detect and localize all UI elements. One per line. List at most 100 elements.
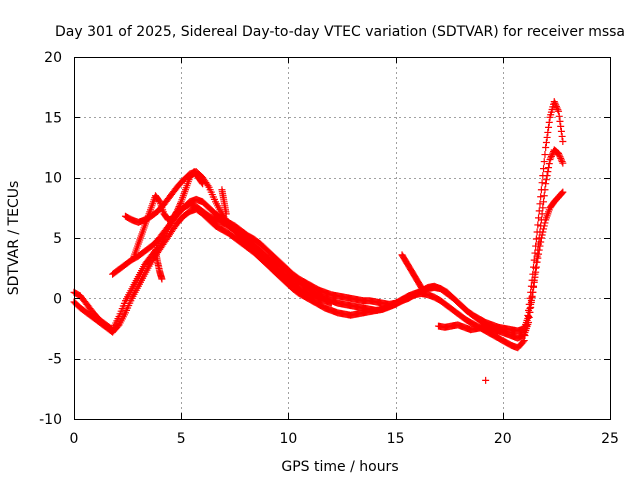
x-tick-label: 0 [70, 431, 79, 447]
data-point [541, 219, 549, 227]
data-point [535, 250, 543, 258]
data-point [540, 165, 548, 173]
y-axis-label: SDTVAR / TECUs [6, 181, 22, 296]
series-outlier [482, 376, 490, 384]
data-point [175, 203, 183, 211]
data-point [536, 242, 544, 250]
data-point [555, 107, 563, 115]
data-point [151, 246, 159, 254]
data-point [530, 278, 538, 286]
data-point [526, 304, 534, 312]
x-tick-label: 25 [601, 431, 619, 447]
data-point [557, 122, 565, 130]
y-tick-label: 10 [44, 171, 62, 187]
data-point [198, 179, 206, 187]
data-point [559, 137, 567, 145]
data-point [545, 123, 553, 131]
data-point [532, 263, 540, 271]
data-point [176, 199, 184, 207]
data-point [499, 326, 507, 334]
data-point [553, 104, 561, 112]
series-track-d [121, 168, 335, 307]
data-point [536, 200, 544, 208]
x-tick-label: 20 [494, 431, 512, 447]
data-point [542, 144, 550, 151]
data-point [520, 337, 528, 345]
data-point [538, 179, 546, 187]
series-track-g [151, 246, 166, 283]
data-point [539, 228, 547, 236]
data-point [528, 292, 536, 300]
data-point [532, 268, 540, 276]
data-point [558, 132, 566, 140]
data-point [537, 238, 545, 246]
data-point [537, 193, 545, 201]
data-point [419, 286, 427, 294]
data-point [559, 188, 567, 196]
data-point [519, 338, 527, 346]
data-point [552, 102, 560, 110]
y-tick-label: 20 [44, 50, 62, 66]
data-point [174, 206, 182, 214]
data-point [327, 299, 335, 307]
x-tick-label: 5 [177, 431, 186, 447]
data-point [531, 273, 539, 281]
points-layer [70, 98, 567, 384]
data-point [558, 158, 566, 166]
data-point [543, 133, 551, 141]
series-track-h [398, 251, 427, 295]
data-point [176, 201, 184, 209]
data-point [545, 160, 553, 168]
x-axis-label: GPS time / hours [281, 459, 398, 475]
data-point [540, 225, 548, 233]
data-point [555, 150, 563, 158]
data-point [199, 180, 207, 188]
data-point [529, 288, 537, 296]
data-point [551, 99, 559, 107]
data-point [544, 128, 552, 136]
data-point [535, 246, 543, 254]
series-track-i [434, 321, 507, 335]
chart-title: Day 301 of 2025, Sidereal Day-to-day VTE… [55, 24, 625, 40]
data-point [555, 151, 563, 159]
series-track-b [70, 146, 567, 342]
data-point [546, 156, 554, 164]
data-point [525, 312, 533, 320]
data-point [540, 158, 548, 166]
x-tick-label: 10 [279, 431, 297, 447]
data-point [545, 118, 553, 126]
data-point [554, 106, 562, 114]
data-point [542, 138, 550, 146]
data-point [544, 168, 552, 176]
data-point [538, 231, 546, 239]
data-point [537, 234, 545, 242]
data-point [174, 204, 182, 212]
data-point [527, 300, 535, 308]
data-point [545, 164, 553, 172]
data-point [547, 152, 555, 160]
data-point [482, 376, 490, 384]
data-point [543, 172, 551, 180]
data-point [548, 151, 556, 159]
data-point [525, 308, 533, 316]
y-tick-label: 15 [44, 110, 62, 126]
data-point [155, 197, 163, 205]
data-point [173, 207, 181, 215]
data-point [540, 198, 548, 206]
data-point [541, 151, 549, 159]
ticks-layer: 0 5 10 15 20 25 -10 -5 0 5 10 15 20 [39, 50, 619, 447]
data-point [527, 296, 535, 304]
series-track-e [130, 168, 207, 260]
x-tick-label: 15 [387, 431, 405, 447]
series-track-f [218, 186, 230, 218]
data-point [556, 117, 564, 125]
grid-layer [74, 57, 610, 419]
data-point [557, 190, 565, 198]
data-point [558, 189, 566, 197]
data-point [557, 156, 565, 164]
data-point [541, 186, 549, 194]
data-point [222, 210, 230, 218]
data-point [555, 112, 563, 120]
y-tick-label: 5 [53, 231, 62, 247]
